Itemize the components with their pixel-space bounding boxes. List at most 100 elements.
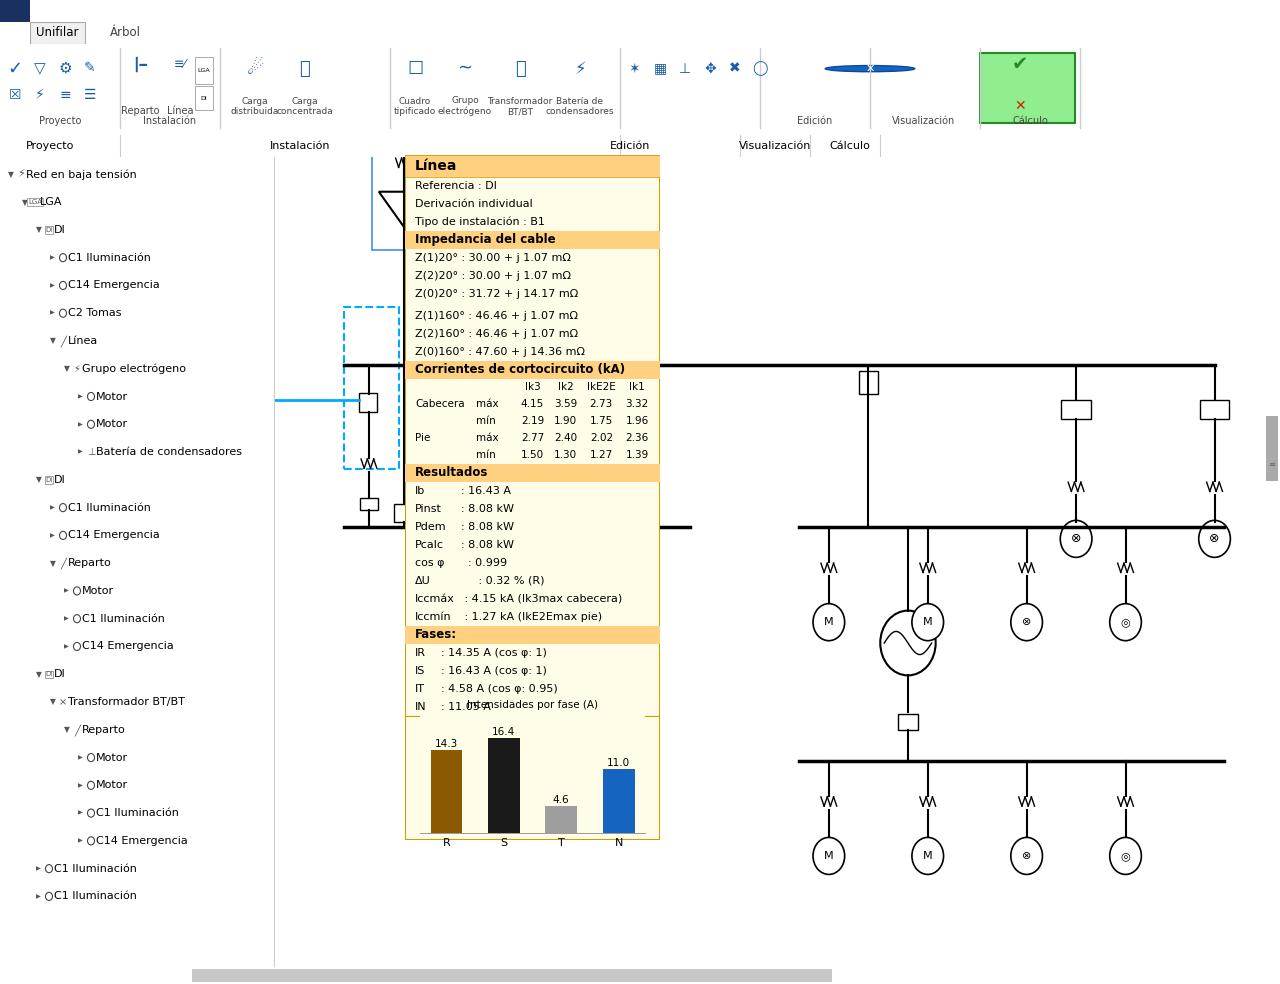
Text: M: M (824, 851, 833, 861)
Text: ▼: ▼ (50, 698, 56, 707)
Text: : 1.27 kA (IkE2Emax pie): : 1.27 kA (IkE2Emax pie) (461, 612, 602, 622)
Text: ✖: ✖ (730, 62, 741, 76)
Text: Pcalc: Pcalc (415, 540, 444, 550)
Text: 1.39: 1.39 (626, 451, 649, 461)
Text: ▶: ▶ (78, 838, 83, 843)
Text: 1.90: 1.90 (554, 416, 577, 426)
Text: ▶: ▶ (78, 811, 83, 816)
Text: IT: IT (415, 684, 425, 694)
Text: IkE2E: IkE2E (588, 383, 616, 393)
Bar (899, 713, 918, 730)
Text: ▶: ▶ (50, 311, 55, 316)
Text: 1.30: 1.30 (554, 451, 577, 461)
Text: ╱: ╱ (74, 724, 79, 736)
Circle shape (826, 66, 915, 72)
Circle shape (813, 837, 845, 875)
Bar (404, 155, 660, 177)
Text: Carga
distribuida: Carga distribuida (230, 96, 279, 116)
Bar (404, 464, 660, 482)
Text: IR: IR (415, 648, 426, 658)
Text: □: □ (1222, 6, 1233, 16)
Text: DI: DI (45, 671, 52, 677)
Text: ✓: ✓ (8, 60, 23, 78)
Text: 1.75: 1.75 (590, 416, 613, 426)
Text: ▶: ▶ (78, 450, 83, 455)
Bar (192, 968, 832, 982)
Text: ⊗: ⊗ (1071, 532, 1082, 545)
Text: ┃━: ┃━ (133, 56, 147, 72)
Bar (394, 504, 413, 522)
Circle shape (911, 603, 943, 641)
Text: Línea: Línea (415, 159, 457, 173)
Text: ▽: ▽ (35, 61, 46, 76)
Circle shape (1011, 603, 1042, 641)
Text: Red en baja tensión: Red en baja tensión (26, 169, 137, 180)
Bar (372, 134, 435, 250)
Text: ▶: ▶ (50, 283, 55, 288)
Text: ⊥: ⊥ (678, 62, 691, 76)
Text: ✔: ✔ (1011, 55, 1028, 74)
Text: 16.4: 16.4 (492, 727, 516, 737)
Text: Cálculo: Cálculo (829, 141, 870, 151)
Text: C1 Iluminación: C1 Iluminación (68, 503, 151, 513)
Text: Instalación: Instalación (270, 141, 330, 151)
Circle shape (881, 611, 936, 675)
Bar (859, 371, 878, 395)
Bar (488, 738, 520, 833)
Text: 4.6: 4.6 (553, 795, 570, 805)
Text: 3.59: 3.59 (554, 400, 577, 409)
Text: Proyecto: Proyecto (38, 116, 81, 126)
Text: mín: mín (476, 416, 497, 426)
Text: ▶: ▶ (36, 893, 41, 899)
Bar (545, 807, 577, 833)
Circle shape (1060, 521, 1092, 557)
Text: ≡⁄: ≡⁄ (174, 58, 187, 71)
Text: ☰: ☰ (83, 88, 96, 102)
Text: Z(2)20° : 30.00 + j 1.07 mΩ: Z(2)20° : 30.00 + j 1.07 mΩ (415, 271, 571, 281)
Text: ⧉: ⧉ (515, 60, 525, 78)
Circle shape (1110, 837, 1142, 875)
Text: C1 Iluminación: C1 Iluminación (82, 614, 165, 624)
Text: Z(2)160° : 46.46 + j 1.07 mΩ: Z(2)160° : 46.46 + j 1.07 mΩ (415, 329, 579, 339)
Bar (360, 393, 376, 411)
Text: ☄: ☄ (246, 59, 264, 78)
Text: Reparto: Reparto (120, 106, 159, 116)
Text: 4.15: 4.15 (521, 400, 544, 409)
Text: Motor: Motor (96, 419, 128, 429)
Text: ▼: ▼ (36, 475, 42, 484)
Text: 1.50: 1.50 (521, 451, 544, 461)
Text: Ik2: Ik2 (558, 383, 573, 393)
Text: Reparto: Reparto (82, 725, 125, 735)
Text: C14 Emergencia: C14 Emergencia (68, 280, 160, 290)
Text: : 14.35 A (cos φ: 1): : 14.35 A (cos φ: 1) (440, 648, 547, 658)
Text: mín: mín (476, 451, 497, 461)
Text: Pdem: Pdem (415, 522, 447, 532)
Text: ⨯: ⨯ (59, 697, 67, 707)
Text: Cabecera: Cabecera (415, 400, 465, 409)
Text: cos φ: cos φ (415, 558, 444, 568)
Text: ⚡: ⚡ (73, 364, 81, 374)
Text: Unifilar: Unifilar (36, 27, 78, 39)
Text: : 0.999: : 0.999 (461, 558, 507, 568)
Text: DI: DI (45, 227, 52, 233)
Text: ▼: ▼ (36, 670, 42, 679)
Text: ▼: ▼ (22, 198, 28, 207)
Text: IN: IN (415, 702, 426, 712)
Text: 1.96: 1.96 (626, 416, 649, 426)
Text: Visualización: Visualización (739, 141, 812, 151)
Text: ▶: ▶ (36, 866, 41, 871)
Text: C2 Tomas: C2 Tomas (68, 308, 122, 318)
Text: Z(0)160° : 47.60 + j 14.36 mΩ: Z(0)160° : 47.60 + j 14.36 mΩ (415, 347, 585, 357)
Bar (1061, 400, 1091, 418)
Text: ▼: ▼ (50, 337, 56, 345)
Text: 2.40: 2.40 (554, 434, 577, 444)
Text: Carga
concentrada: Carga concentrada (276, 96, 333, 116)
Text: Z(1)20° : 30.00 + j 1.07 mΩ: Z(1)20° : 30.00 + j 1.07 mΩ (415, 253, 571, 263)
Text: ▼: ▼ (64, 364, 70, 373)
Text: DI: DI (54, 225, 65, 235)
Text: ▼: ▼ (50, 559, 56, 568)
Text: C14 Emergencia: C14 Emergencia (68, 530, 160, 540)
Text: ≡: ≡ (59, 88, 70, 102)
Bar (980, 53, 1075, 123)
Text: ▶: ▶ (78, 422, 83, 427)
